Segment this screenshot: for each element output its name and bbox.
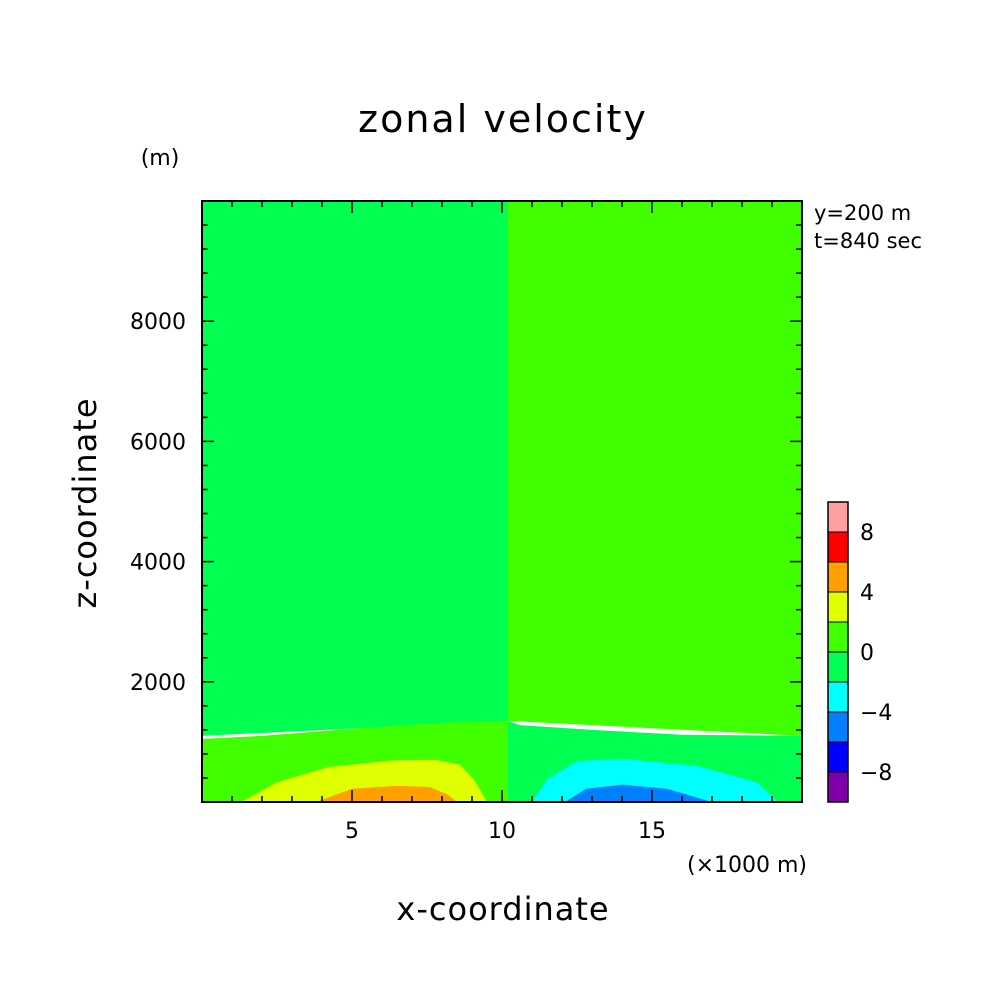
colorbar-frame: [827, 501, 849, 803]
colorbar-swatch: [827, 621, 849, 653]
colorbar-swatch: [827, 741, 849, 773]
x-unit-label: (×1000 m): [687, 853, 807, 878]
colorbar-label: 8: [860, 521, 874, 546]
y-tick-label: 2000: [130, 671, 186, 696]
contour-region-0: [202, 201, 508, 736]
colorbar-swatch: [827, 591, 849, 623]
chart-title: zonal velocity: [358, 97, 648, 141]
colorbar: −8 −4 0 4 8: [827, 501, 892, 803]
axis-ticks: 5 10 15 2000 4000 6000 8000: [130, 201, 802, 844]
colorbar-swatch: [827, 771, 849, 803]
x-tick-label: 5: [345, 819, 359, 844]
contour-region-7: [565, 784, 712, 802]
x-axis-label: x-coordinate: [396, 890, 609, 928]
colorbar-swatch: [827, 501, 849, 533]
colorbar-label: 0: [860, 641, 874, 666]
colorbar-swatch: [827, 711, 849, 743]
annotation-y: y=200 m: [814, 201, 911, 225]
colorbar-label: −4: [860, 701, 892, 726]
x-tick-label: 10: [488, 819, 516, 844]
y-axis-label: z-coordinate: [66, 397, 104, 608]
colorbar-swatch: [827, 561, 849, 593]
colorbar-swatch: [827, 651, 849, 683]
x-tick-label: 15: [638, 819, 666, 844]
annotation-t: t=840 sec: [814, 229, 922, 253]
plot-area: [202, 201, 802, 802]
y-tick-label: 4000: [130, 551, 186, 576]
colorbar-swatch: [827, 531, 849, 563]
y-tick-label: 6000: [130, 430, 186, 455]
contour-region-1: [508, 201, 802, 736]
y-tick-label: 8000: [130, 310, 186, 335]
colorbar-label: 4: [860, 581, 874, 606]
colorbar-swatch: [827, 681, 849, 713]
y-unit-label: (m): [141, 146, 180, 171]
colorbar-label: −8: [860, 761, 892, 786]
